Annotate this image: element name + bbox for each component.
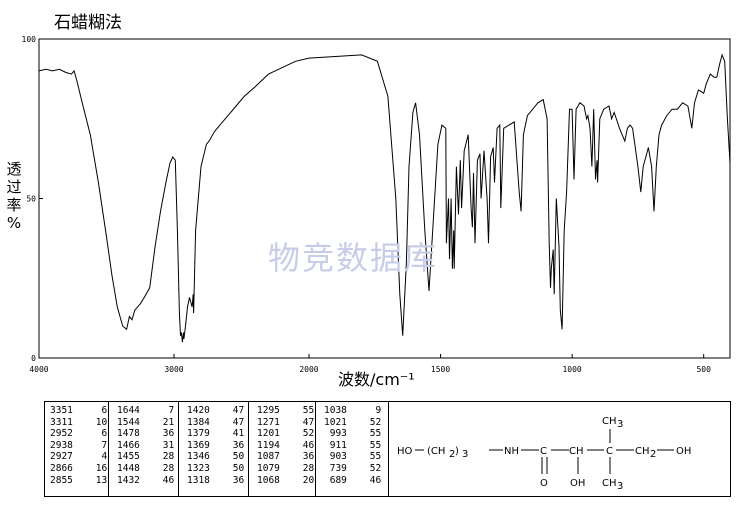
nh-label: NH (504, 446, 519, 457)
peak-table-row: 1079 28 (257, 462, 315, 474)
chemical-structure: HO (CH 2 ) 3 NH C CH C CH 2 OH O OH CH 3… (388, 401, 731, 497)
sub-3-bottom: 3 (617, 481, 623, 492)
peak-table-row: 1544 21 (117, 416, 175, 428)
x-tick-label: 1000 (562, 365, 581, 374)
ho-left: HO (397, 446, 413, 457)
plot-frame (38, 38, 731, 359)
peak-table-row: 993 55 (324, 428, 382, 440)
peak-table-row: 1432 46 (117, 474, 175, 486)
y-axis-label: 透过率% (5, 160, 23, 232)
y-tick-label: 0 (31, 354, 36, 363)
peak-table-row: 1318 36 (187, 474, 245, 486)
peak-table-column: 1295 55 1271 47 1201 52 1194 46 1087 36 1079 … (257, 405, 314, 486)
chart-title: 石蜡糊法 (54, 13, 122, 33)
peak-table-column: 3351 6 3311 10 2952 6 2938 7 2927 4 2866 16 28… (50, 405, 107, 486)
peak-table-row: 689 46 (324, 474, 382, 486)
y-axis-label-text: 透过率% (6, 160, 22, 232)
peak-table-row: 1455 28 (117, 451, 175, 463)
x-tick-label: 3000 (164, 365, 183, 374)
peak-table-row: 2927 4 (50, 451, 108, 463)
table-column-divider (178, 402, 179, 496)
x-axis-label: 波数/cm⁻¹ (338, 370, 415, 389)
y-tick-label: 100 (22, 35, 37, 44)
oh-right: OH (676, 446, 691, 457)
peak-table-row: 1021 52 (324, 416, 382, 428)
table-column-divider (108, 402, 109, 496)
oh-below: OH (570, 478, 585, 489)
ch2-right: CH (635, 446, 650, 457)
peak-table-row: 1369 36 (187, 439, 245, 451)
peak-table-row: 1087 36 (257, 451, 315, 463)
peak-table-row: 2866 16 (50, 462, 108, 474)
peak-table-row: 3351 6 (50, 405, 108, 416)
peak-table-row: 2952 6 (50, 428, 108, 440)
ch3-top: CH (602, 416, 617, 427)
sub-3-top: 3 (617, 419, 623, 430)
ch2-group: (CH (427, 446, 445, 457)
ir-spectrum-chart: 4000 3000 2000 1500 1000 500 0 50 100 (22, 35, 731, 374)
table-column-divider (248, 402, 249, 496)
peak-table-row: 903 55 (324, 451, 382, 463)
peak-table-row: 1384 47 (187, 416, 245, 428)
peak-table-row: 2938 7 (50, 439, 108, 451)
peak-table: 3351 6 3311 10 2952 6 2938 7 2927 4 2866 16 28… (44, 401, 389, 497)
x-tick-label: 1500 (431, 365, 450, 374)
y-tick-label: 50 (26, 195, 36, 204)
ch3-bottom: CH (602, 478, 617, 489)
peak-table-row: 1038 9 (324, 405, 382, 416)
sub-2b: 2 (650, 449, 656, 460)
watermark: 物竞数据库 (268, 239, 439, 277)
peak-table-row: 1271 47 (257, 416, 315, 428)
peak-table-row: 1194 46 (257, 439, 315, 451)
sub-3: 3 (462, 449, 468, 460)
structure-drawing: HO (CH 2 ) 3 NH C CH C CH 2 OH O OH CH 3… (397, 416, 691, 492)
peak-table-row: 1420 47 (187, 405, 245, 416)
peak-table-row: 739 52 (324, 462, 382, 474)
peak-table-row: 1295 55 (257, 405, 315, 416)
close-paren: ) (455, 446, 459, 457)
peak-table-row: 2855 13 (50, 474, 108, 486)
ch-label: CH (569, 446, 584, 457)
axis-ticks: 4000 3000 2000 1500 1000 500 0 50 100 (22, 35, 712, 374)
peak-table-row: 1201 52 (257, 428, 315, 440)
peak-table-row: 1644 7 (117, 405, 175, 416)
carbonyl-carbon: C (540, 446, 547, 457)
peak-table-row: 911 55 (324, 439, 382, 451)
sub-2: 2 (449, 449, 455, 460)
peak-table-row: 1323 50 (187, 462, 245, 474)
peak-table-row: 1068 20 (257, 474, 315, 486)
x-tick-label: 500 (696, 365, 711, 374)
peak-table-row: 1379 41 (187, 428, 245, 440)
table-column-divider (315, 402, 316, 496)
x-tick-label: 2000 (299, 365, 318, 374)
spectrum-line (38, 53, 731, 343)
carbonyl-oxygen: O (540, 478, 548, 489)
peak-table-row: 1478 36 (117, 428, 175, 440)
peak-table-column: 1644 7 1544 21 1478 36 1466 31 1455 28 1448 2… (117, 405, 174, 486)
peak-table-column: 1038 9 1021 52 993 55 911 55 903 55 739 5… (324, 405, 381, 486)
peak-table-row: 3311 10 (50, 416, 108, 428)
peak-table-row: 1466 31 (117, 439, 175, 451)
peak-table-row: 1448 28 (117, 462, 175, 474)
quaternary-carbon: C (606, 446, 613, 457)
peak-table-column: 1420 47 1384 47 1379 41 1369 36 1346 50 1323 … (187, 405, 244, 486)
peak-table-row: 1346 50 (187, 451, 245, 463)
x-tick-label: 4000 (29, 365, 48, 374)
